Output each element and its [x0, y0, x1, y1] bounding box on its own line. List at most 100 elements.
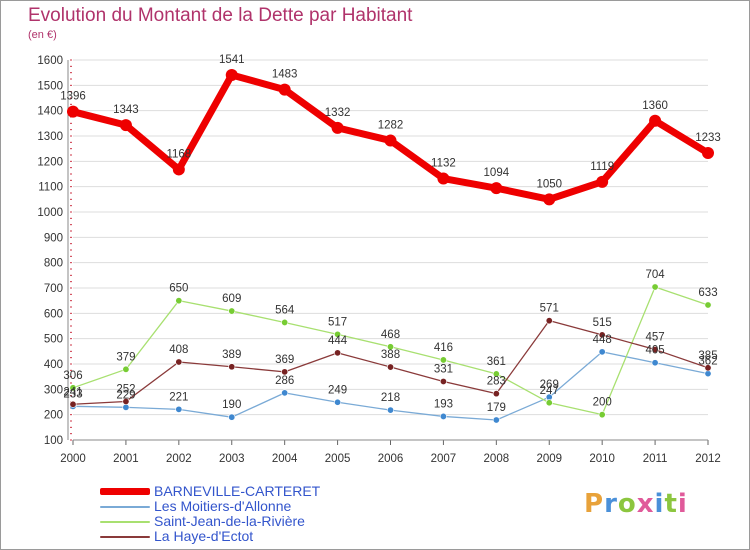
data-label: 221	[169, 391, 188, 403]
data-point	[651, 346, 659, 354]
data-label: 385	[698, 350, 717, 362]
data-point	[122, 397, 130, 405]
data-point	[69, 400, 77, 408]
data-label: 468	[381, 329, 400, 341]
data-point	[69, 384, 77, 392]
y-tick-label: 600	[44, 308, 63, 320]
data-point	[702, 146, 714, 159]
data-label: 306	[63, 370, 82, 382]
data-label: 361	[487, 356, 506, 368]
data-label: 388	[381, 349, 400, 361]
data-point	[278, 83, 291, 96]
data-point	[281, 389, 289, 397]
data-label: 448	[593, 334, 612, 346]
data-label: 416	[434, 342, 453, 354]
x-tick-label: 2008	[484, 453, 510, 465]
data-point	[122, 365, 130, 373]
data-label: 379	[116, 351, 135, 363]
x-tick-label: 2007	[431, 453, 457, 465]
data-point	[598, 411, 606, 419]
legend-swatch-barneville	[100, 488, 150, 495]
x-tick-label: 2006	[378, 453, 404, 465]
data-point	[175, 405, 183, 413]
data-point	[281, 318, 289, 326]
data-label: 1343	[113, 104, 139, 116]
data-label: 1396	[60, 91, 86, 103]
y-tick-label: 1000	[37, 207, 63, 219]
data-point	[649, 114, 662, 127]
x-tick-label: 2000	[60, 453, 86, 465]
data-point	[386, 406, 394, 414]
data-label: 193	[434, 398, 453, 410]
data-point	[704, 364, 712, 372]
x-tick-label: 2009	[536, 453, 562, 465]
data-label: 233	[63, 388, 82, 400]
data-point	[598, 331, 606, 339]
data-point	[704, 370, 712, 378]
data-label: 247	[540, 385, 559, 397]
proxiti-logo: Proxiti	[584, 489, 688, 519]
data-point	[334, 330, 342, 338]
x-tick-label: 2002	[166, 453, 192, 465]
data-label: 704	[645, 269, 665, 281]
data-label: 369	[275, 354, 294, 366]
data-label: 564	[275, 304, 295, 316]
x-tick-label: 2012	[695, 453, 721, 465]
data-label: 633	[698, 287, 717, 299]
y-tick-label: 1300	[37, 131, 63, 143]
data-label: 269	[540, 379, 559, 391]
y-tick-label: 800	[44, 258, 63, 270]
data-point	[175, 297, 183, 305]
data-point	[651, 359, 659, 367]
data-label: 1168	[166, 148, 191, 160]
x-tick-label: 2003	[219, 453, 245, 465]
y-tick-label: 900	[44, 232, 63, 244]
data-point	[334, 349, 342, 357]
data-point	[545, 399, 553, 407]
data-label: 190	[222, 399, 241, 411]
data-label: 241	[63, 386, 82, 398]
data-label: 362	[698, 356, 717, 368]
data-label: 408	[169, 344, 188, 356]
y-tick-label: 400	[44, 359, 63, 371]
data-label: 515	[593, 317, 612, 329]
data-point	[386, 363, 394, 371]
data-point	[122, 403, 130, 411]
data-label: 1119	[590, 161, 614, 173]
data-label: 286	[275, 375, 294, 387]
data-label: 200	[593, 397, 612, 409]
y-tick-label: 700	[44, 283, 63, 295]
data-label: 1483	[272, 69, 298, 81]
y-tick-label: 1600	[37, 55, 63, 67]
data-label: 1233	[695, 132, 721, 144]
chart-title: Evolution du Montant de la Dette par Hab…	[28, 5, 413, 26]
data-point	[598, 348, 606, 356]
y-tick-label: 1200	[37, 156, 63, 168]
data-label: 1541	[219, 54, 245, 66]
legend-swatch-saint-jean	[100, 521, 150, 523]
data-label: 249	[328, 384, 347, 396]
y-tick-label: 1100	[38, 182, 63, 194]
legend-swatch-haye	[100, 536, 150, 538]
data-point	[172, 163, 185, 176]
data-label: 444	[328, 335, 348, 347]
data-point	[543, 193, 556, 206]
x-tick-label: 2005	[325, 453, 351, 465]
legend-swatch-moitiers	[100, 506, 150, 508]
data-label: 650	[169, 283, 188, 295]
data-label: 1094	[484, 167, 510, 179]
data-label: 1360	[642, 100, 668, 112]
data-label: 229	[116, 389, 135, 401]
data-point	[596, 175, 609, 188]
data-point	[225, 68, 238, 81]
data-point	[437, 172, 450, 185]
y-tick-label: 1400	[37, 106, 63, 118]
data-point	[386, 343, 394, 351]
y-tick-label: 500	[44, 334, 63, 346]
x-tick-label: 2010	[589, 453, 615, 465]
data-point	[175, 358, 183, 366]
data-label: 252	[116, 383, 135, 395]
data-label: 405	[645, 345, 664, 357]
data-label: 331	[434, 363, 453, 375]
